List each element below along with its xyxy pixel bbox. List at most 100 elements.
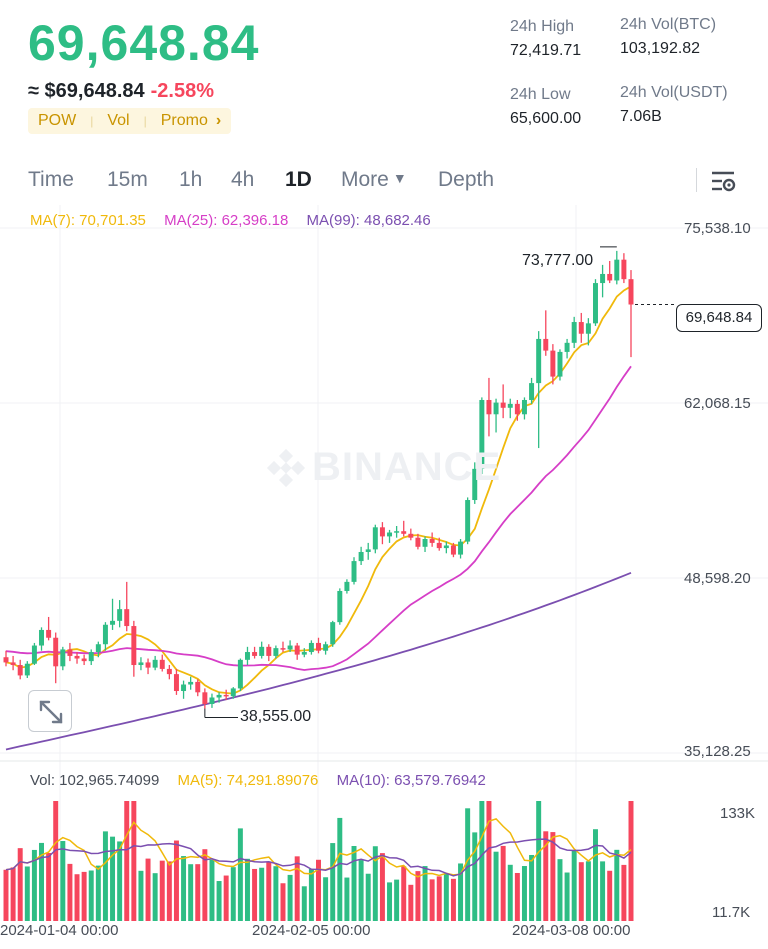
volume-bar: [323, 877, 329, 921]
volume-bar: [3, 869, 9, 921]
time-axis-label: 2024-03-08 00:00: [512, 922, 631, 939]
volume-bar: [394, 879, 400, 921]
volume-bar: [173, 840, 179, 921]
candle-body: [550, 350, 556, 377]
price-axis-label: 75,538.10: [684, 220, 751, 237]
candle-body: [3, 657, 9, 663]
ma-legend: MA(7): 70,701.35 MA(25): 62,396.18 MA(99…: [30, 212, 445, 229]
volume-bar: [159, 860, 165, 921]
candle-body: [81, 658, 87, 662]
volume-bar: [465, 808, 471, 921]
candle-body: [514, 403, 520, 415]
volume-bar: [344, 877, 350, 921]
volume-bar: [110, 836, 116, 921]
tab-more[interactable]: More ▼: [341, 168, 407, 192]
stat-24h-low: 24h Low 65,600.00: [510, 86, 581, 128]
expand-chart-button[interactable]: [28, 690, 72, 732]
volume-bar: [287, 874, 293, 921]
ma25-value: MA(25): 62,396.18: [164, 212, 289, 229]
candle-body: [138, 662, 144, 666]
candle-body: [529, 383, 535, 400]
volume-axis-label: 133K: [720, 805, 756, 822]
candle-body: [600, 273, 606, 284]
volume-bar: [67, 863, 73, 921]
volume-bar: [145, 858, 151, 921]
tag-pow[interactable]: POW: [38, 112, 77, 129]
volume-bar: [486, 801, 492, 921]
candle-body: [237, 659, 243, 689]
candle-body: [173, 674, 179, 692]
candle-body: [607, 273, 613, 281]
chart-settings-icon[interactable]: [708, 168, 738, 194]
volume-bar: [230, 867, 236, 921]
volume-bar: [74, 874, 80, 921]
candle-body: [159, 659, 165, 669]
candle-body: [564, 342, 570, 352]
volume-bar: [557, 859, 563, 921]
volume-bar: [216, 881, 222, 921]
candles: [3, 250, 634, 709]
volume-bar: [166, 861, 172, 921]
volume-ma10-line: [5, 838, 632, 877]
stat-24h-high: 24h High 72,419.71: [510, 18, 581, 60]
volume-bar: [24, 866, 30, 921]
candle-body: [166, 668, 172, 675]
stat-label: 24h Vol(BTC): [620, 16, 717, 33]
tag-separator: |: [90, 114, 94, 128]
volume-bar: [529, 854, 535, 921]
volume-bar: [17, 848, 23, 921]
tab-depth[interactable]: Depth: [438, 168, 495, 191]
candle-body: [10, 662, 16, 666]
volume-bar: [259, 867, 265, 921]
volume-bars: [3, 801, 634, 921]
candlestick-chart[interactable]: [0, 205, 768, 949]
volume-bar: [223, 875, 229, 921]
tag-vol[interactable]: Vol: [107, 112, 130, 129]
candle-body: [294, 645, 300, 655]
candle-body: [450, 545, 456, 555]
stat-24h-vol-usdt: 24h Vol(USDT) 7.06B: [620, 84, 728, 126]
tag-promo[interactable]: Promo: [160, 112, 208, 129]
tab-time[interactable]: Time: [28, 168, 74, 191]
volume-bar: [294, 856, 300, 921]
volume-bar: [301, 886, 307, 921]
volume-bar: [493, 851, 499, 921]
candle-body: [351, 561, 357, 582]
ma25-line: [5, 365, 632, 671]
candle-body: [273, 648, 279, 656]
tab-1d[interactable]: 1D: [285, 168, 312, 191]
candle-body: [280, 648, 286, 650]
candle-body: [223, 694, 229, 697]
volume-bar: [60, 841, 66, 921]
candle-body: [74, 655, 80, 659]
stat-label: 24h Low: [510, 86, 571, 103]
volume-bar: [521, 866, 527, 921]
chevron-right-icon: ›: [215, 112, 222, 129]
candle-body: [117, 609, 123, 621]
tag-row[interactable]: POW | Vol | Promo ›: [28, 108, 232, 134]
volume-bar: [536, 801, 542, 921]
volume-bar: [252, 868, 258, 921]
candle-body: [209, 697, 215, 704]
volume-bar: [571, 849, 577, 921]
tab-1h[interactable]: 1h: [179, 168, 203, 191]
candle-body: [60, 649, 66, 667]
candle-body: [429, 539, 435, 543]
price-markers: [204, 246, 676, 718]
candle-body: [543, 338, 549, 351]
binance-logo-icon: [266, 448, 306, 488]
volume-bar: [117, 841, 123, 921]
tab-15m[interactable]: 15m: [107, 168, 148, 191]
volume-bar: [46, 853, 52, 921]
candle-body: [230, 688, 236, 697]
candle-body: [252, 652, 258, 656]
stat-value: 72,419.71: [510, 42, 582, 59]
volume-ma5-value: MA(5): 74,291.89076: [177, 772, 319, 789]
candle-body: [53, 637, 59, 667]
candle-body: [443, 545, 449, 549]
candle-body: [195, 681, 201, 693]
volume-bar: [621, 864, 627, 921]
tab-4h[interactable]: 4h: [231, 168, 255, 191]
volume-axis-label: 11.7K: [712, 904, 751, 921]
volume-bar: [202, 849, 208, 921]
